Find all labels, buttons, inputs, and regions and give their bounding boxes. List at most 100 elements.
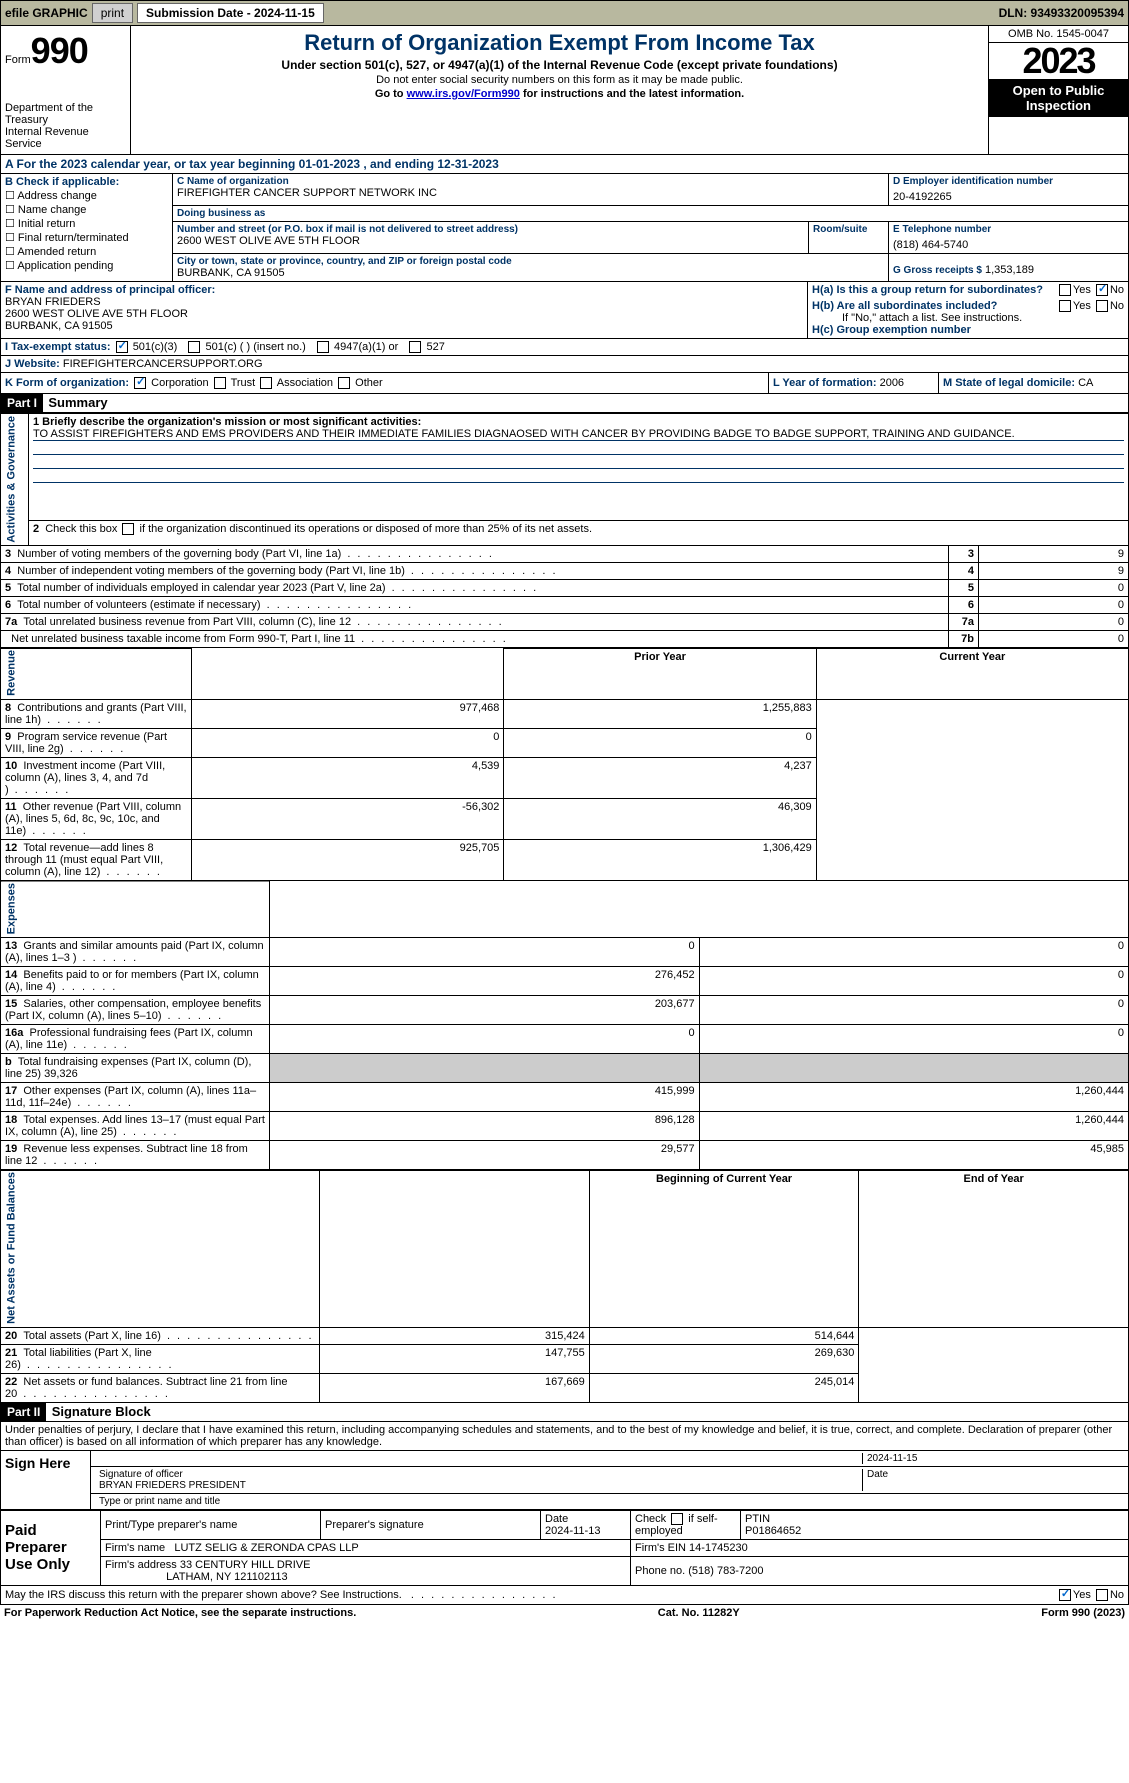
yes-text: Yes [1073, 284, 1091, 296]
chk-501c3[interactable] [116, 341, 128, 353]
city-label: City or town, state or province, country… [177, 256, 884, 267]
ha-no[interactable] [1096, 284, 1108, 296]
tax-year: 2023 [989, 43, 1128, 79]
opt-trust: Trust [231, 377, 256, 389]
chk-4947[interactable] [317, 341, 329, 353]
part2-title: Signature Block [50, 1402, 153, 1421]
part1-header: Part I [1, 394, 43, 412]
tax-status-label: I Tax-exempt status: [5, 341, 111, 353]
city-value: BURBANK, CA 91505 [177, 267, 884, 279]
gross-label: G Gross receipts $ [893, 265, 982, 276]
netassets-table: Net Assets or Fund Balances Beginning of… [0, 1170, 1129, 1403]
dept-label: Department of the Treasury [5, 102, 126, 126]
chk-501c[interactable] [188, 341, 200, 353]
chk-amended[interactable]: Amended return [5, 245, 168, 258]
form-title: Return of Organization Exempt From Incom… [135, 30, 984, 56]
firm-ein-label: Firm's EIN [635, 1542, 689, 1554]
officer-addr1: 2600 WEST OLIVE AVE 5TH FLOOR [5, 308, 803, 320]
form-link: Go to www.irs.gov/Form990 for instructio… [135, 88, 984, 100]
self-emp-label: Check if self-employed [635, 1513, 718, 1537]
dba-label: Doing business as [177, 208, 884, 219]
sign-here-label: Sign Here [1, 1451, 91, 1509]
gross-value: 1,353,189 [985, 264, 1034, 276]
year-formation-label: L Year of formation: [773, 377, 877, 389]
prior-year-hdr: Prior Year [504, 648, 816, 699]
irs-label: Internal Revenue Service [5, 126, 126, 150]
footer-mid: Cat. No. 11282Y [658, 1607, 740, 1619]
no-text: No [1110, 284, 1124, 296]
ha-yes[interactable] [1059, 284, 1071, 296]
part2-header: Part II [1, 1403, 46, 1421]
officer-addr2: BURBANK, CA 91505 [5, 320, 803, 332]
current-year-hdr: Current Year [816, 648, 1128, 699]
chk-pending[interactable]: Application pending [5, 259, 168, 272]
ptin-label: PTIN [745, 1513, 770, 1525]
firm-ein: 14-1745230 [689, 1542, 748, 1554]
declaration-text: Under penalties of perjury, I declare th… [0, 1422, 1129, 1451]
dln-label: DLN: 93493320095394 [999, 6, 1124, 20]
row-a-period: A For the 2023 calendar year, or tax yea… [0, 155, 1129, 174]
irs-link[interactable]: www.irs.gov/Form990 [407, 88, 520, 100]
org-name: FIREFIGHTER CANCER SUPPORT NETWORK INC [177, 187, 884, 199]
hb-no[interactable] [1096, 300, 1108, 312]
year-formation: 2006 [880, 377, 904, 389]
inspection-label: Open to Public Inspection [989, 79, 1128, 117]
begin-year-hdr: Beginning of Current Year [589, 1170, 859, 1327]
ein-value: 20-4192265 [893, 191, 1124, 203]
chk-final[interactable]: Final return/terminated [5, 231, 168, 244]
chk-527[interactable] [409, 341, 421, 353]
no-text2: No [1110, 300, 1124, 312]
form-number: 990 [31, 30, 88, 71]
sig-officer-label: Signature of officer [99, 1469, 183, 1480]
firm-name: LUTZ SELIG & ZERONDA CPAS LLP [174, 1542, 358, 1554]
chk-self-emp[interactable] [671, 1513, 683, 1525]
paid-preparer-table: Paid Preparer Use Only Print/Type prepar… [0, 1510, 1129, 1586]
chk-other[interactable] [338, 377, 350, 389]
opt-501c3: 501(c)(3) [133, 341, 178, 353]
firm-phone: (518) 783-7200 [688, 1565, 763, 1577]
side-rev: Revenue [1, 648, 192, 699]
prep-name-label: Print/Type preparer's name [101, 1510, 321, 1539]
opt-corp: Corporation [151, 377, 208, 389]
opt-other: Other [355, 377, 383, 389]
chk-discontinued[interactable] [122, 523, 134, 535]
chk-trust[interactable] [214, 377, 226, 389]
form-word: Form [5, 54, 31, 66]
line1-value: TO ASSIST FIREFIGHTERS AND EMS PROVIDERS… [33, 428, 1124, 441]
print-button[interactable]: print [92, 3, 133, 23]
chk-initial[interactable]: Initial return [5, 217, 168, 230]
paid-label: Paid Preparer Use Only [1, 1510, 101, 1585]
section-ij: I Tax-exempt status: 501(c)(3) 501(c) ( … [0, 339, 1129, 373]
discuss-no[interactable] [1096, 1589, 1108, 1601]
side-exp: Expenses [1, 881, 270, 937]
hc-label: H(c) Group exemption number [812, 324, 971, 336]
chk-corp[interactable] [134, 377, 146, 389]
domicile-value: CA [1078, 377, 1093, 389]
side-net: Net Assets or Fund Balances [1, 1170, 320, 1327]
side-gov: Activities & Governance [1, 414, 29, 546]
firm-phone-label: Phone no. [635, 1565, 685, 1577]
form-subtitle-1: Under section 501(c), 527, or 4947(a)(1)… [135, 58, 984, 72]
section-bcd: B Check if applicable: Address change Na… [0, 174, 1129, 282]
officer-name: BRYAN FRIEDERS [5, 296, 803, 308]
section-klm: K Form of organization: Corporation Trus… [0, 373, 1129, 394]
chk-address[interactable]: Address change [5, 189, 168, 202]
ein-label: D Employer identification number [893, 176, 1124, 187]
opt-501c: 501(c) ( ) (insert no.) [206, 341, 306, 353]
section-fh: F Name and address of principal officer:… [0, 282, 1129, 339]
officer-label: F Name and address of principal officer: [5, 284, 803, 296]
summary-table: Activities & Governance 1 Briefly descri… [0, 413, 1129, 648]
form-subtitle-2: Do not enter social security numbers on … [135, 74, 984, 86]
chk-assoc[interactable] [260, 377, 272, 389]
hb-note: If "No," attach a list. See instructions… [842, 312, 1124, 324]
firm-city: LATHAM, NY 121102113 [166, 1571, 287, 1583]
signature-block: Sign Here 2024-11-15 Signature of office… [0, 1451, 1129, 1510]
discuss-yes[interactable] [1059, 1589, 1071, 1601]
chk-name[interactable]: Name change [5, 203, 168, 216]
footer-left: For Paperwork Reduction Act Notice, see … [4, 1607, 356, 1619]
opt-4947: 4947(a)(1) or [334, 341, 398, 353]
hb-yes[interactable] [1059, 300, 1071, 312]
submission-date: Submission Date - 2024-11-15 [137, 3, 324, 23]
box-b-title: B Check if applicable: [5, 176, 168, 188]
website-label: J Website: [5, 358, 63, 370]
